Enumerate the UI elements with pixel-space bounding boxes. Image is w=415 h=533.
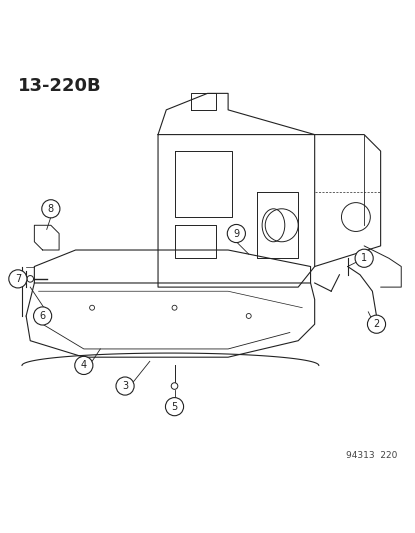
Circle shape [42,200,60,218]
Circle shape [27,276,34,282]
Circle shape [227,224,245,243]
Text: 2: 2 [374,319,380,329]
Circle shape [75,357,93,375]
Text: 6: 6 [39,311,46,321]
Text: 7: 7 [15,274,21,284]
Circle shape [172,305,177,310]
Text: 13-220B: 13-220B [18,77,102,95]
Circle shape [9,270,27,288]
Text: 9: 9 [233,229,239,239]
Circle shape [166,398,183,416]
Circle shape [90,305,95,310]
Text: 5: 5 [171,402,178,411]
Circle shape [116,377,134,395]
Circle shape [246,313,251,318]
Circle shape [355,249,373,268]
Text: 94313  220: 94313 220 [346,451,397,460]
Circle shape [367,315,386,333]
Text: 1: 1 [361,253,367,263]
Circle shape [34,307,52,325]
Text: 4: 4 [81,360,87,370]
Circle shape [171,383,178,389]
Text: 8: 8 [48,204,54,214]
Text: 3: 3 [122,381,128,391]
